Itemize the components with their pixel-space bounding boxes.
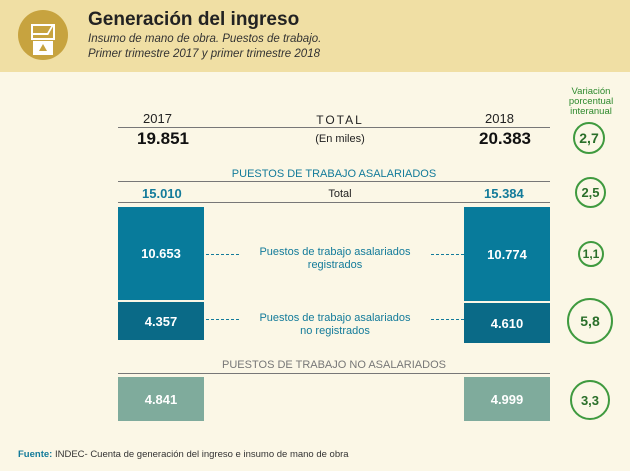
asalariados-2018-total: 15.384 [484,186,524,201]
no-asalariados-divider [118,373,550,374]
variation-total-circle: 2,7 [573,122,605,154]
total-divider [118,127,550,128]
bar-no-asalariados-2017: 4.841 [118,377,204,421]
no-registrados-label-line-2: no registrados [300,325,370,337]
total-label: TOTAL [316,113,364,127]
income-generation-icon [18,10,68,60]
total-2018-value: 20.383 [479,129,531,148]
no-registrados-label: Puestos de trabajo asalariados no regist… [240,312,430,338]
bar-registrados-2018: 10.774 [464,207,550,301]
asalariados-total-divider [118,202,550,203]
envelope-icon [31,24,55,40]
asalariados-total-label: Total [328,188,352,200]
bar-registrados-2017: 10.653 [118,207,204,300]
header-band: Generación del ingreso Insumo de mano de… [0,0,630,72]
total-2017-value: 19.851 [137,129,189,148]
subtitle-line-1: Insumo de mano de obra. Puestos de traba… [88,33,322,45]
year-2017-label: 2017 [143,111,172,126]
upload-arrow-icon [33,41,53,55]
year-2018-label: 2018 [485,111,514,126]
no-registrados-label-line-1: Puestos de trabajo asalariados [259,312,411,324]
variation-label-line-3: interanual [570,106,612,117]
asalariados-divider [118,181,550,182]
registrados-label-line-2: registrados [307,259,363,271]
variation-no-asalariados-circle: 3,3 [570,380,610,420]
variation-label-line-2: porcentual [568,96,614,107]
no-asalariados-section-title: PUESTOS DE TRABAJO NO ASALARIADOS [222,359,446,371]
unit-label: (En miles) [315,133,365,145]
subtitle-line-2: Primer trimestre 2017 y primer trimestre… [88,48,320,60]
page-title: Generación del ingreso [88,9,300,30]
registrados-label-line-1: Puestos de trabajo asalariados [259,246,411,258]
variation-asalariados-circle: 2,5 [575,177,606,208]
variation-registrados-circle: 1,1 [578,241,604,267]
asalariados-2017-total: 15.010 [142,186,182,201]
bar-no-registrados-2017: 4.357 [118,302,204,340]
source-footnote: Fuente: INDEC- Cuenta de generación del … [18,449,349,460]
registrados-label: Puestos de trabajo asalariados registrad… [240,246,430,272]
variation-label-line-1: Variación [571,86,611,97]
bar-no-registrados-2018: 4.610 [464,303,550,343]
bar-no-asalariados-2018: 4.999 [464,377,550,421]
source-label: Fuente: [18,449,53,460]
variation-no-registrados-circle: 5,8 [567,298,613,344]
variation-header: Variación porcentual interanual [556,87,626,117]
source-text: INDEC- Cuenta de generación del ingreso … [54,449,349,460]
asalariados-section-title: PUESTOS DE TRABAJO ASALARIADOS [231,168,437,180]
